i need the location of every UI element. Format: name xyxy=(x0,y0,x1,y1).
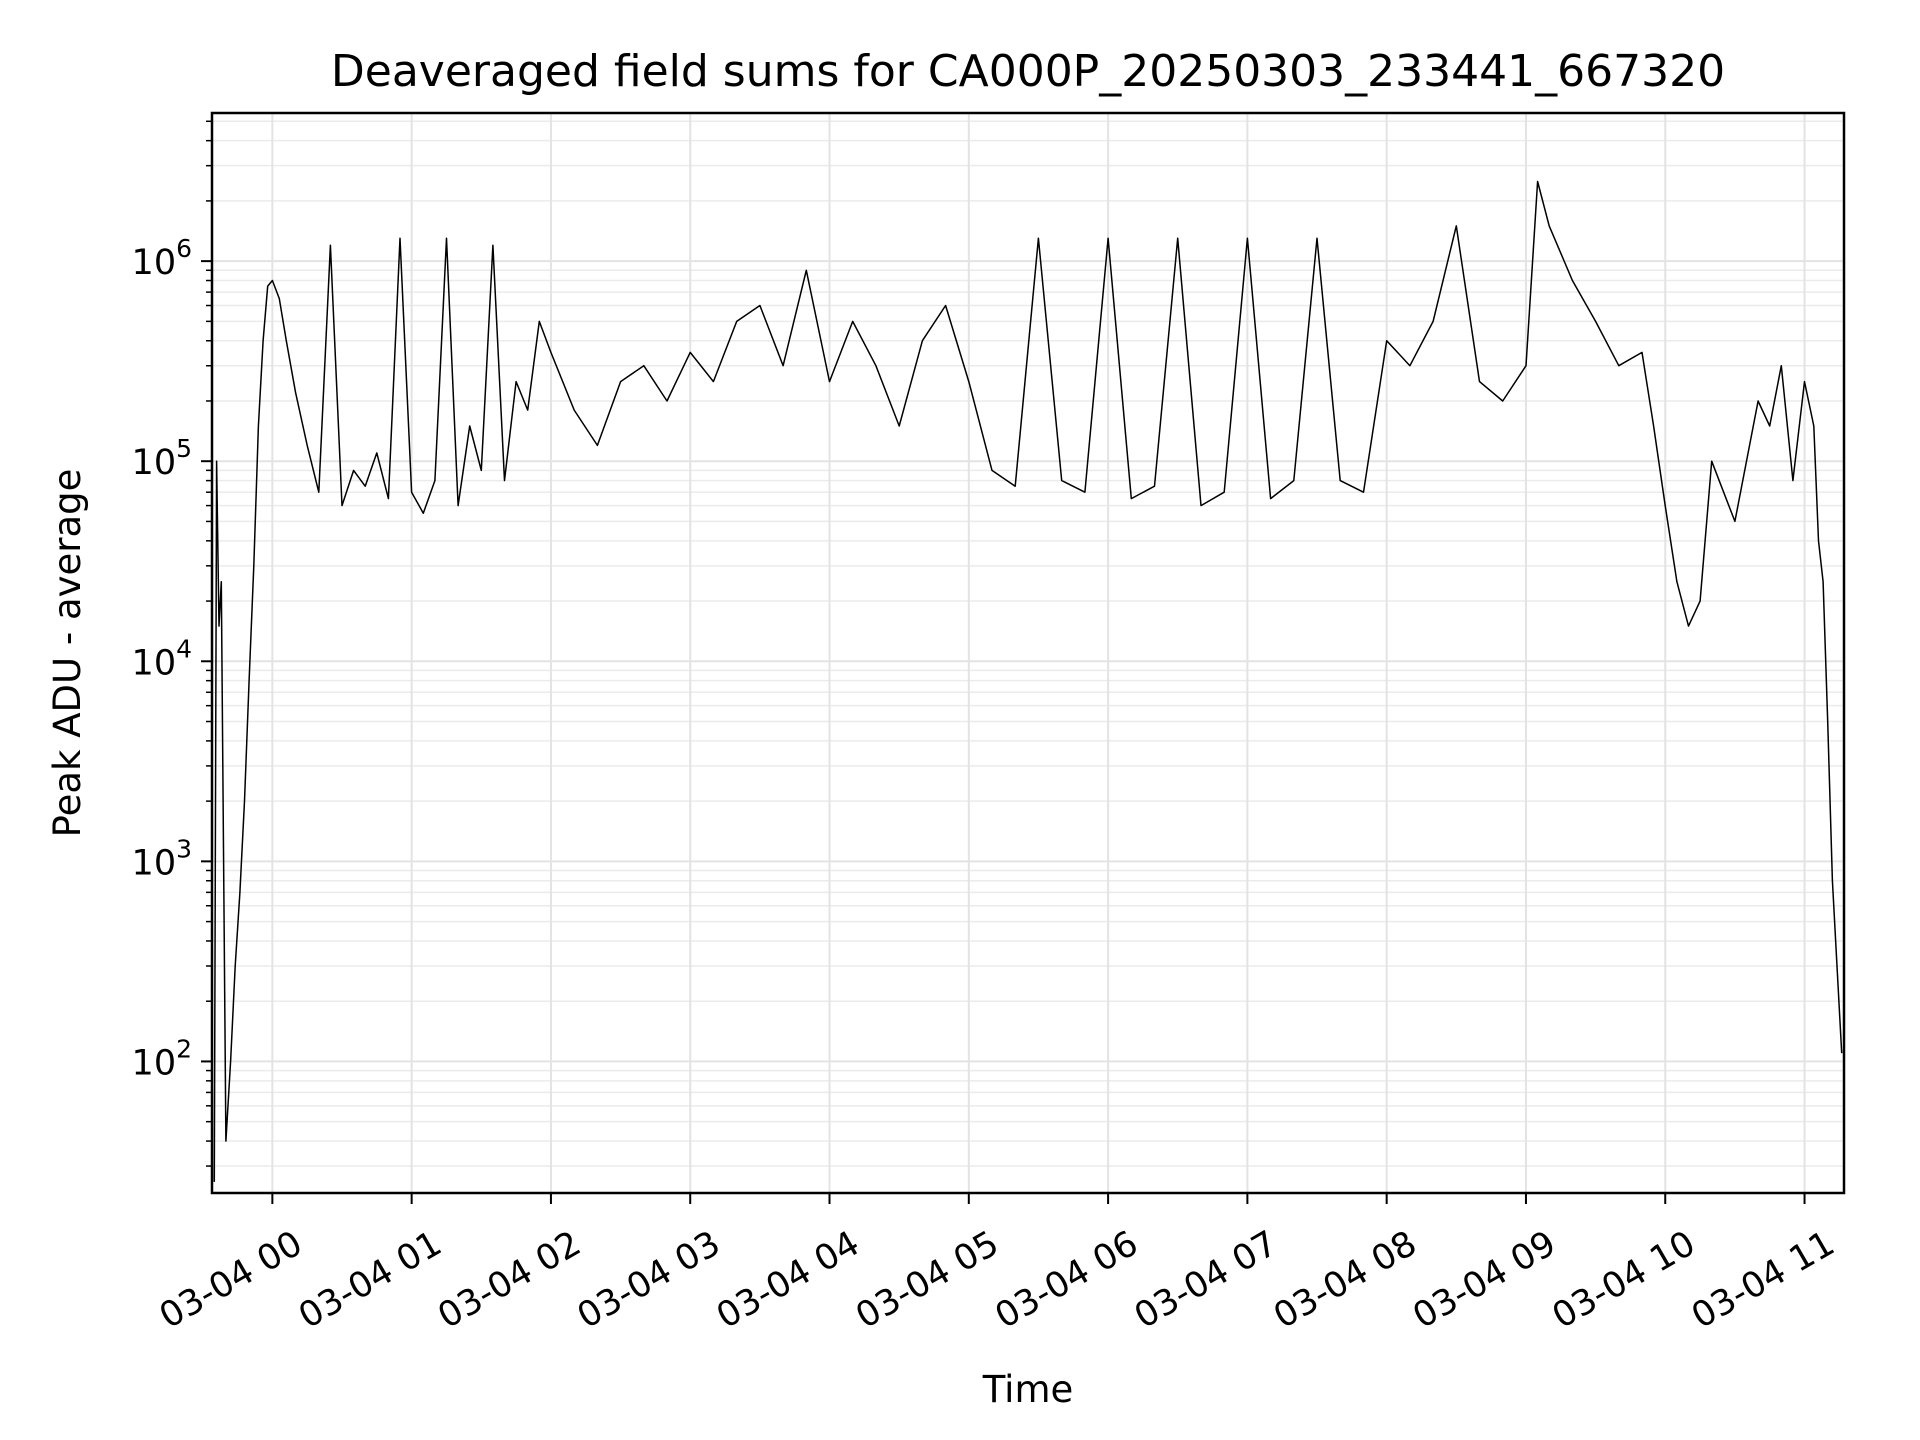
y-tick-label: 103 xyxy=(132,834,192,883)
x-axis-label: Time xyxy=(982,1368,1074,1411)
y-axis-label: Peak ADU - average xyxy=(46,469,89,838)
grid xyxy=(212,113,1844,1193)
series-line xyxy=(213,180,1843,1182)
plot-frame xyxy=(210,111,1846,1195)
chart-title: Deaveraged field sums for CA000P_2025030… xyxy=(331,46,1725,97)
